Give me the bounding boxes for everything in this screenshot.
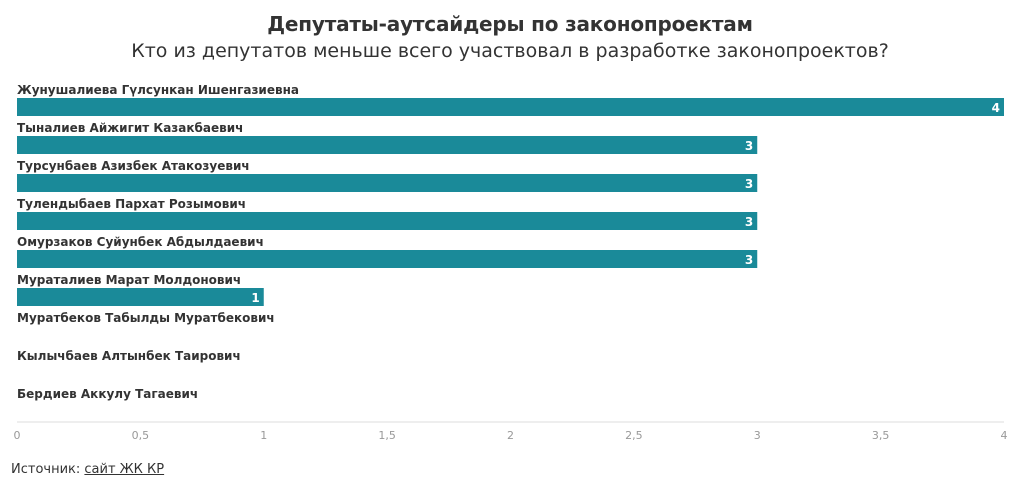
x-tick-label: 3,5 xyxy=(872,429,890,442)
category-label: Мураталиев Марат Молдонович xyxy=(17,273,241,287)
x-tick-label: 1,5 xyxy=(378,429,396,442)
bar-value-label: 4 xyxy=(992,101,1000,115)
category-label: Кылычбаев Алтынбек Таирович xyxy=(17,349,241,363)
chart-subtitle: Кто из депутатов меньше всего участвовал… xyxy=(131,40,889,62)
category-label: Турсунбаев Азизбек Атакозуевич xyxy=(17,159,250,173)
category-label: Тыналиев Айжигит Казакбаевич xyxy=(17,121,243,135)
x-tick-label: 0,5 xyxy=(132,429,150,442)
bar-chart: Жунушалиева Гүлсункан Ишенгазиевна 4 Тынал… xyxy=(14,83,1008,442)
x-tick-label: 2,5 xyxy=(625,429,643,442)
x-tick-label: 1 xyxy=(260,429,267,442)
category-label: Омурзаков Суйунбек Абдылдаевич xyxy=(17,235,264,249)
x-tick-label: 4 xyxy=(1001,429,1008,442)
bar-value-label: 1 xyxy=(251,291,259,305)
bar xyxy=(17,288,264,306)
bar-value-label: 3 xyxy=(745,253,753,267)
source-link[interactable]: сайт ЖК КР xyxy=(84,462,165,477)
chart-title: Депутаты-аутсайдеры по законопроектам xyxy=(267,12,753,36)
category-label: Бердиев Аккулу Тагаевич xyxy=(17,387,198,401)
bar xyxy=(17,250,758,268)
x-tick-label: 3 xyxy=(754,429,761,442)
bar xyxy=(17,174,758,192)
bar xyxy=(17,212,758,230)
source-note: Источник: сайт ЖК КР xyxy=(11,462,164,477)
bar-value-label: 3 xyxy=(745,139,753,153)
bar-value-label: 3 xyxy=(745,215,753,229)
x-tick-label: 0 xyxy=(14,429,21,442)
x-tick-label: 2 xyxy=(507,429,514,442)
source-label: Источник: xyxy=(11,462,81,477)
category-label: Муратбеков Табылды Муратбекович xyxy=(17,311,275,325)
bar-value-label: 3 xyxy=(745,177,753,191)
category-label: Жунушалиева Гүлсункан Ишенгазиевна xyxy=(17,83,299,97)
bar xyxy=(17,136,758,154)
bar xyxy=(17,98,1004,116)
category-label: Тулендыбаев Пархат Розымович xyxy=(17,197,246,211)
